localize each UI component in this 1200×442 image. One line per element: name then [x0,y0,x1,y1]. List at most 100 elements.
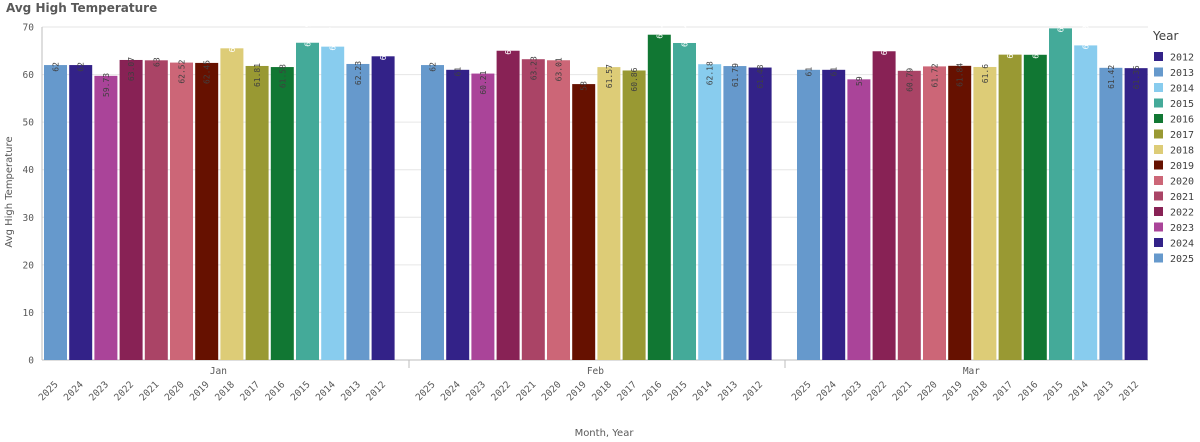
data-label: 62.52 [178,59,187,83]
bar-mar-2023 [847,79,871,360]
data-label: 61 [805,67,814,77]
x-tick-year: 2013 [1092,379,1116,403]
data-label: 63.84 [379,36,388,60]
legend-item-label: 2016 [1170,115,1194,126]
legend-swatch [1154,129,1163,139]
data-label: 59 [855,76,864,86]
bar-mar-2016 [1023,54,1047,361]
x-tick-year: 2017 [238,379,262,403]
data-label: 61.81 [253,63,262,87]
data-label: 61 [454,67,463,77]
legend-swatch [1154,83,1163,92]
x-tick-year: 2022 [112,379,136,403]
bar-mar-2025 [797,69,820,361]
bar-feb-2015 [673,42,696,360]
data-label: 61.42 [1107,65,1116,89]
x-tick-year: 2017 [991,379,1015,403]
legend-swatch [1154,52,1163,61]
data-label: 61.35 [1132,65,1141,89]
x-tick-year: 2025 [414,379,438,403]
bar-feb-2022 [496,50,520,360]
legend-item-label: 2021 [1170,192,1194,203]
data-label: 62.45 [203,60,212,84]
data-label: 66.64 [681,23,690,47]
legend-swatch [1154,207,1163,216]
bar-jan-2016 [270,67,294,360]
x-tick-year: 2024 [815,379,839,403]
x-tick-year: 2025 [790,379,814,403]
x-tick-year: 2023 [840,379,864,403]
data-label: 61.57 [605,64,614,88]
legend-item-label: 2014 [1170,84,1194,95]
data-label: 62.18 [706,61,715,85]
bar-mar-2014 [1074,45,1098,360]
legend-title: Year [1152,29,1178,43]
x-tick-year: 2016 [640,379,664,403]
bar-feb-2012 [748,67,772,361]
data-label: 68.38 [655,14,664,38]
x-tick-year: 2019 [941,379,965,403]
data-label: 61.72 [931,63,940,87]
data-label: 64.16 [1031,35,1040,59]
bar-feb-2013 [723,66,747,360]
data-label: 60.21 [479,70,488,94]
bar-feb-2023 [471,73,495,361]
data-label: 61.6 [981,64,990,83]
bar-feb-2020 [547,60,570,360]
bar-jan-2014 [321,46,345,360]
bar-jan-2018 [220,48,244,360]
legend-item-label: 2024 [1170,239,1194,250]
data-label: 63 [152,57,161,67]
y-tick-label: 50 [23,118,35,129]
x-tick-year: 2021 [890,379,914,403]
x-tick-year: 2014 [314,379,338,403]
legend-swatch [1154,145,1163,154]
x-tick-year: 2018 [590,379,614,403]
data-label: 61.48 [756,64,765,88]
data-label: 61 [830,67,839,77]
x-tick-year: 2015 [289,379,313,403]
bar-mar-2015 [1049,28,1072,360]
legend-swatch [1154,238,1163,247]
legend-item-label: 2025 [1170,254,1194,265]
data-label: 61.58 [278,64,287,88]
x-tick-year: 2015 [666,379,690,403]
bar-feb-2016 [647,34,671,360]
data-label: 58 [580,81,589,91]
bar-jan-2021 [144,60,168,361]
x-tick-year: 2013 [716,379,740,403]
x-tick-year: 2012 [364,379,388,403]
bar-jan-2022 [119,59,143,360]
legend-swatch [1154,98,1163,108]
x-axis-title: Month, Year [575,428,635,439]
x-tick-year: 2014 [691,379,715,403]
data-label: 63.07 [127,57,136,81]
x-tick-year: 2013 [339,379,363,403]
legend-item-label: 2022 [1170,208,1194,219]
x-tick-year: 2024 [439,379,463,403]
data-label: 66.13 [1082,25,1091,49]
bar-feb-2019 [572,84,596,360]
bar-mar-2013 [1099,67,1123,360]
data-label: 64.19 [1006,34,1015,58]
x-tick-year: 2023 [464,379,488,403]
legend-swatch [1154,114,1163,123]
legend-item-label: 2013 [1170,68,1194,79]
x-tick-year: 2014 [1067,379,1091,403]
data-label: 59.73 [102,73,111,97]
x-group-label: Mar [963,366,980,377]
bar-feb-2017 [622,70,646,360]
x-tick-year: 2018 [966,379,990,403]
data-label: 60.79 [905,68,914,92]
x-tick-year: 2022 [865,379,889,403]
x-tick-year: 2025 [37,379,61,403]
legend-item-label: 2015 [1170,99,1194,110]
data-label: 65.87 [329,26,338,50]
bar-jan-2025 [44,65,67,361]
bar-feb-2018 [597,67,621,360]
y-tick-label: 60 [23,70,35,81]
x-tick-year: 2019 [565,379,589,403]
bar-jan-2012 [371,56,395,360]
bar-mar-2021 [897,70,921,360]
